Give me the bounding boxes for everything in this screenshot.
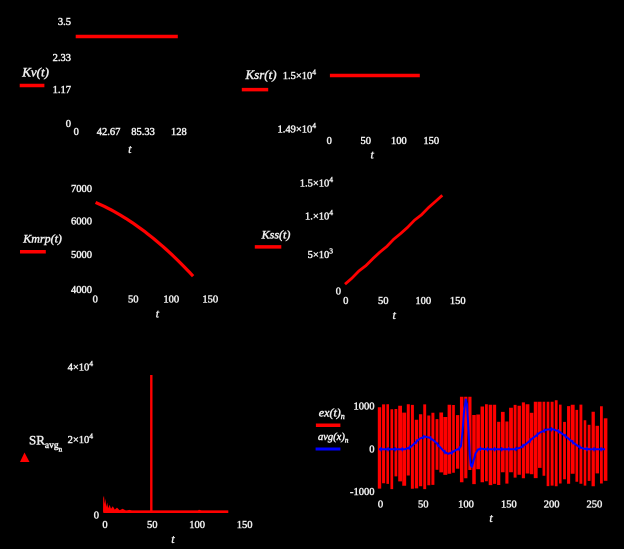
svg-text:100: 100 (163, 295, 179, 306)
svg-text:5000: 5000 (71, 250, 92, 261)
svg-text:1000: 1000 (354, 402, 375, 413)
svg-text:200: 200 (544, 500, 560, 511)
svg-text:150: 150 (501, 500, 517, 511)
svg-text:Ksr(t): Ksr(t) (244, 67, 276, 82)
svg-text:50: 50 (360, 136, 371, 147)
svg-text:0: 0 (102, 520, 107, 531)
svg-text:t: t (171, 532, 175, 544)
svg-text:t: t (156, 307, 160, 321)
svg-text:100: 100 (458, 500, 474, 511)
svg-text:0: 0 (66, 119, 71, 130)
svg-text:6000: 6000 (71, 217, 92, 228)
svg-text:1.5×104: 1.5×104 (283, 68, 317, 83)
svg-text:100: 100 (189, 520, 205, 531)
svg-text:Kv(t): Kv(t) (21, 65, 49, 80)
svg-text:4×104: 4×104 (68, 359, 94, 374)
svg-text:250: 250 (587, 500, 603, 511)
svg-text:0: 0 (369, 445, 374, 456)
svg-text:100: 100 (391, 136, 407, 147)
svg-text:t: t (371, 148, 375, 162)
svg-text:5×103: 5×103 (308, 247, 334, 262)
svg-text:4000: 4000 (71, 285, 92, 296)
svg-text:-1000: -1000 (350, 487, 375, 498)
svg-text:0: 0 (327, 136, 332, 147)
svg-text:50: 50 (378, 296, 389, 307)
svg-text:0: 0 (74, 127, 79, 138)
svg-text:50: 50 (147, 520, 158, 531)
svg-text:0: 0 (93, 295, 98, 306)
svg-text:0: 0 (336, 287, 341, 298)
svg-text:3.5: 3.5 (58, 17, 71, 28)
svg-text:t: t (489, 511, 493, 525)
svg-text:100: 100 (415, 296, 431, 307)
svg-text:150: 150 (450, 296, 466, 307)
svg-text:7000: 7000 (71, 184, 92, 195)
svg-text:1.17: 1.17 (53, 85, 71, 96)
svg-text:0: 0 (94, 511, 99, 522)
svg-text:t: t (128, 142, 132, 156)
svg-text:1.5×104: 1.5×104 (300, 175, 334, 190)
svg-text:0: 0 (343, 296, 348, 307)
svg-text:avg(x)n: avg(x)n (318, 432, 349, 445)
svg-text:0: 0 (378, 500, 383, 511)
svg-text:t: t (393, 308, 397, 322)
svg-text:150: 150 (202, 295, 218, 306)
svg-text:50: 50 (418, 500, 429, 511)
svg-text:50: 50 (128, 295, 139, 306)
svg-text:2.33: 2.33 (53, 53, 71, 64)
svg-text:150: 150 (423, 136, 439, 147)
svg-text:ex(t)n: ex(t)n (319, 406, 345, 422)
svg-text:42.67: 42.67 (97, 127, 121, 138)
svg-text:128: 128 (171, 127, 187, 138)
svg-text:1.×104: 1.×104 (305, 208, 333, 223)
svg-text:2×104: 2×104 (68, 432, 94, 447)
svg-text:Kss(t): Kss(t) (261, 228, 291, 242)
svg-text:1.49×104: 1.49×104 (277, 121, 316, 136)
svg-text:85.33: 85.33 (131, 127, 155, 138)
svg-text:150: 150 (237, 520, 253, 531)
svg-text:Kmrp(t): Kmrp(t) (22, 232, 62, 246)
